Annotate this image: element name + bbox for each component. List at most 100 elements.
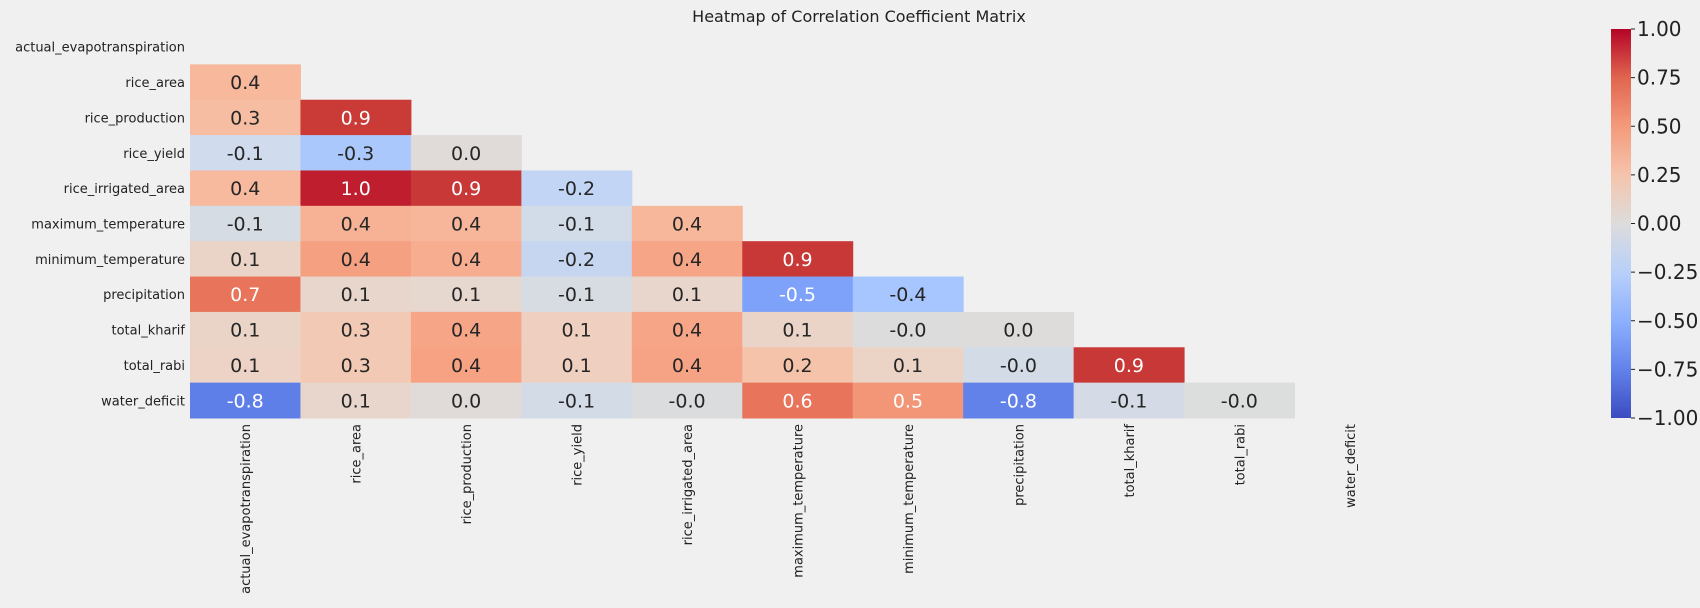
x-tick-label: water_deficit: [1344, 424, 1359, 508]
heatmap-cell-label-9-1: 0.3: [341, 355, 371, 377]
heatmap-cell-label-9-6: 0.1: [893, 355, 923, 377]
heatmap-cell-label-6-4: 0.4: [672, 249, 702, 271]
heatmap-cell-9-6: [852, 347, 964, 384]
heatmap-cell-2-0: [190, 99, 301, 136]
heatmap-cell-label-3-2: 0.0: [451, 143, 481, 165]
heatmap-cell-label-10-0: -0.8: [227, 390, 264, 412]
heatmap-cell-9-0: [190, 347, 301, 384]
heatmap-cell-6-3: [521, 241, 633, 278]
x-tick-label: precipitation: [1012, 424, 1027, 506]
heatmap-cell-label-10-8: -0.1: [1110, 390, 1147, 412]
heatmap-cell-label-4-1: 1.0: [341, 178, 371, 200]
y-tick-label: total_kharif: [112, 324, 186, 339]
heatmap-cell-10-7: [963, 382, 1075, 419]
heatmap-cell-1-0: [190, 64, 301, 101]
heatmap-cell-label-10-6: 0.5: [893, 390, 923, 412]
heatmap-cell-label-10-7: -0.8: [1000, 390, 1037, 412]
heatmap-cell-8-5: [742, 311, 854, 348]
heatmap-cell-label-5-4: 0.4: [672, 214, 702, 236]
heatmap-cell-10-6: [852, 382, 964, 419]
colorbar-tick-label: 1.00: [1637, 17, 1682, 41]
heatmap-cell-10-4: [631, 382, 743, 419]
heatmap-cell-9-2: [410, 347, 522, 384]
heatmap-cell-label-5-1: 0.4: [341, 214, 371, 236]
heatmap-cell-10-0: [190, 382, 301, 419]
heatmap-cell-label-7-4: 0.1: [672, 284, 702, 306]
colorbar-gradient: [1611, 29, 1631, 418]
x-tick-label: actual_evapotranspiration: [239, 424, 254, 594]
heatmap-cell-9-5: [742, 347, 854, 384]
y-tick-label: maximum_temperature: [31, 218, 185, 233]
y-tick-label: total_rabi: [124, 359, 185, 374]
heatmap-cell-label-6-0: 0.1: [230, 249, 260, 271]
heatmap-cell-9-1: [300, 347, 412, 384]
heatmap-cell-label-1-0: 0.4: [230, 72, 260, 94]
heatmap-cell-label-7-3: -0.1: [558, 284, 595, 306]
heatmap-cell-8-4: [631, 311, 743, 348]
heatmap-cell-9-4: [631, 347, 743, 384]
heatmap-cell-5-1: [300, 205, 412, 242]
y-tick-label: actual_evapotranspiration: [15, 41, 185, 56]
heatmap-cell-10-2: [410, 382, 522, 419]
colorbar: 1.00 0.75 0.50 0.25 0.00 −0.25 −0.50 −0.75 −1.00: [1611, 17, 1698, 430]
heatmap-cell-label-9-8: 0.9: [1114, 355, 1144, 377]
heatmap-cell-label-5-0: -0.1: [227, 214, 264, 236]
heatmap-cell-label-3-0: -0.1: [227, 143, 264, 165]
heatmap-cell-label-5-2: 0.4: [451, 214, 481, 236]
heatmap-cell-label-8-3: 0.1: [561, 320, 591, 342]
heatmap-cell-label-7-0: 0.7: [230, 284, 260, 306]
heatmap-cell-label-6-5: 0.9: [782, 249, 812, 271]
heatmap-cell-7-4: [631, 276, 743, 313]
heatmap-cell-9-8: [1073, 347, 1185, 384]
heatmap-cell-label-10-4: -0.0: [669, 390, 706, 412]
heatmap-cell-10-8: [1073, 382, 1185, 419]
heatmap-cell-5-3: [521, 205, 633, 242]
heatmap-cell-7-6: [852, 276, 964, 313]
colorbar-tick-label: −1.00: [1637, 406, 1698, 430]
y-tick-label: rice_irrigated_area: [64, 182, 185, 197]
heatmap-cell-7-1: [300, 276, 412, 313]
heatmap-cell-label-7-6: -0.4: [889, 284, 926, 306]
heatmap-cell-9-7: [963, 347, 1075, 384]
heatmap-cell-4-3: [521, 170, 633, 207]
heatmap-cell-6-5: [742, 241, 854, 278]
y-tick-label: precipitation: [103, 288, 185, 303]
y-tick-label: minimum_temperature: [35, 253, 185, 268]
heatmap-cell-label-8-7: 0.0: [1003, 320, 1033, 342]
heatmap-cell-7-0: [190, 276, 301, 313]
heatmap-cell-label-4-2: 0.9: [451, 178, 481, 200]
heatmap-cell-label-10-5: 0.6: [782, 390, 812, 412]
heatmap-cell-8-1: [300, 311, 412, 348]
heatmap-cell-7-5: [742, 276, 854, 313]
heatmap-cell-label-8-2: 0.4: [451, 320, 481, 342]
heatmap-cell-label-10-3: -0.1: [558, 390, 595, 412]
y-tick-label: rice_area: [125, 76, 185, 91]
heatmap-cell-3-1: [300, 135, 412, 171]
heatmap-cell-10-9: [1184, 382, 1296, 419]
x-tick-label: total_kharif: [1123, 424, 1138, 498]
heatmap-cell-label-5-3: -0.1: [558, 214, 595, 236]
colorbar-tick-label: −0.50: [1637, 309, 1698, 333]
heatmap-cells: 0.4 0.3 0.9 -0.1 -0.3 0.0 0.4 1.0 0.9 -0.2 -0.1 0.4…: [190, 64, 1296, 419]
heatmap-cell-6-2: [410, 241, 522, 278]
colorbar-tick-label: −0.25: [1637, 260, 1698, 284]
heatmap-cell-4-0: [190, 170, 301, 207]
heatmap-cell-8-2: [410, 311, 522, 348]
heatmap-cell-label-6-1: 0.4: [341, 249, 371, 271]
heatmap-cell-label-9-2: 0.4: [451, 355, 481, 377]
heatmap-cell-6-4: [631, 241, 743, 278]
heatmap-cell-label-4-0: 0.4: [230, 178, 260, 200]
y-tick-label: rice_production: [85, 111, 185, 126]
heatmap-cell-8-3: [521, 311, 633, 348]
heatmap-cell-label-9-7: -0.0: [1000, 355, 1037, 377]
heatmap-cell-4-2: [410, 170, 522, 207]
x-tick-label: rice_production: [460, 424, 475, 524]
heatmap-cell-8-0: [190, 311, 301, 348]
heatmap-cell-label-8-6: -0.0: [889, 320, 926, 342]
colorbar-tick-label: 0.75: [1637, 66, 1682, 90]
heatmap-cell-3-2: [410, 135, 522, 171]
heatmap-cell-9-3: [521, 347, 633, 384]
heatmap-cell-label-6-2: 0.4: [451, 249, 481, 271]
heatmap-cell-label-10-2: 0.0: [451, 390, 481, 412]
